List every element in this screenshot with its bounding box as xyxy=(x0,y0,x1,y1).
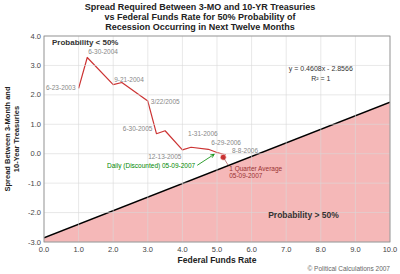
annotation: Daily (Discounted) 05-09-2007 xyxy=(107,162,196,170)
text-line: 6-29-2006 xyxy=(211,139,241,146)
text-line: R² = 1 xyxy=(311,75,330,82)
footer: © Political Calculations 2007 xyxy=(308,265,391,272)
point-label: 9-21-2004 xyxy=(114,76,144,83)
y-tick-label: 1.0 xyxy=(31,120,41,129)
text-line: Spread Required Between 3-MO and 10-YR T… xyxy=(85,2,316,12)
y-tick-label: -1.0 xyxy=(28,179,41,188)
y-tick-label: -3.0 xyxy=(28,238,41,247)
x-tick-label: 1.0 xyxy=(73,245,83,254)
text-line: 8.0 xyxy=(316,245,326,254)
x-tick-label: 9.0 xyxy=(350,245,360,254)
text-line: Federal Funds Rate xyxy=(178,255,257,265)
chart: 0.0 1.0 2.0 3.0 4.0 5.0 6.0 7.0 8.0 9.0 10.0 -3.0 -2… xyxy=(0,0,400,274)
text-line: 6-30-2005 xyxy=(123,125,153,132)
point-label: 1-31-2006 xyxy=(188,130,218,137)
text-line: Spread Between 3-Month and xyxy=(3,86,12,191)
y-tick-label: -2.0 xyxy=(28,208,41,217)
background xyxy=(0,0,400,274)
point-label: 6-29-2006 xyxy=(211,139,241,146)
y-tick-label: 0.0 xyxy=(31,149,41,158)
y-tick-label: 2.0 xyxy=(31,90,41,99)
text-line: 3/22/2005 xyxy=(151,98,180,105)
point-label: 12-13-2005 xyxy=(148,153,182,160)
plot-frame xyxy=(44,36,390,242)
leader-line xyxy=(223,157,228,165)
text-line: 2.0 xyxy=(31,90,41,99)
region-label: Probability < 50% xyxy=(52,38,118,47)
grid-line xyxy=(355,36,356,242)
text-line: 05-09-2007 xyxy=(229,172,263,179)
grid xyxy=(44,36,390,242)
title: Spread Required Between 3-MO and 10-YR T… xyxy=(85,2,316,32)
text-line: 6-23-2003 xyxy=(46,84,76,91)
text-line: 4.0 xyxy=(31,32,41,41)
point-label: 3/22/2005 xyxy=(151,98,180,105)
text-line: 2.0 xyxy=(108,245,118,254)
x-tick-label: 4.0 xyxy=(177,245,187,254)
annotation-arrow xyxy=(197,154,214,165)
point-label: 6-23-2003 xyxy=(46,84,76,91)
grid-line xyxy=(44,153,390,154)
x-tick-label: 3.0 xyxy=(143,245,153,254)
x-tick-label: 10.0 xyxy=(383,245,398,254)
grid-line xyxy=(147,36,148,242)
region-label: Probability > 50% xyxy=(268,210,339,220)
text-line: Recession Occurring in Next Twelve Month… xyxy=(105,22,294,32)
text-line: 8-8-2006 xyxy=(232,147,258,154)
point-label: 6-30-2005 xyxy=(123,125,153,132)
text-line: 1.0 xyxy=(31,120,41,129)
line xyxy=(79,57,226,154)
text-line: 3.0 xyxy=(31,61,41,70)
text-line: 0.0 xyxy=(31,149,41,158)
text-line: 5.0 xyxy=(212,245,222,254)
text-line: 4.0 xyxy=(177,245,187,254)
text-line: Probability < 50% xyxy=(52,38,118,47)
grid-line xyxy=(182,36,183,242)
grid-line xyxy=(78,36,79,242)
grid-line xyxy=(44,94,390,95)
text-line: 1-31-2006 xyxy=(188,130,218,137)
x-tick-label: 2.0 xyxy=(108,245,118,254)
text-line: 9.0 xyxy=(350,245,360,254)
point-label: 6-30-2004 xyxy=(88,48,118,55)
point-label: 8-8-2006 xyxy=(232,147,258,154)
grid-line xyxy=(251,36,252,242)
x-axis-label: Federal Funds Rate xyxy=(178,255,257,265)
y-tick-label: 4.0 xyxy=(31,32,41,41)
text-line: 9-21-2004 xyxy=(114,76,144,83)
equation: y = 0.4608x - 2.8566 xyxy=(289,65,353,73)
y-tick-label: 3.0 xyxy=(31,61,41,70)
x-tick-label: 8.0 xyxy=(316,245,326,254)
text-line: -1.0 xyxy=(28,179,41,188)
grid-line xyxy=(44,124,390,125)
text-line: © Political Calculations 2007 xyxy=(308,265,391,272)
point-label: 1 Quarter Average05-09-2007 xyxy=(229,165,282,179)
text-line: 3.0 xyxy=(143,245,153,254)
text-line: -2.0 xyxy=(28,208,41,217)
text-line: 7.0 xyxy=(281,245,291,254)
text-line: -3.0 xyxy=(28,238,41,247)
text-line: Daily (Discounted) 05-09-2007 xyxy=(107,162,196,170)
text-line: Probability > 50% xyxy=(268,210,339,220)
text-line: 6.0 xyxy=(246,245,256,254)
text-line: 10-Year Treasuries xyxy=(12,106,21,172)
grid-line xyxy=(44,183,390,184)
x-tick-label: 5.0 xyxy=(212,245,222,254)
text-line: 1.0 xyxy=(73,245,83,254)
text-line: 6-30-2004 xyxy=(88,48,118,55)
text-line: 12-13-2005 xyxy=(148,153,182,160)
text-line: y = 0.4608x - 2.8566 xyxy=(289,65,353,73)
grid-line xyxy=(113,36,114,242)
y-axis-label: Spread Between 3-Month and10-Year Treasu… xyxy=(3,86,21,191)
x-tick-label: 6.0 xyxy=(246,245,256,254)
r-squared: R² = 1 xyxy=(311,75,330,82)
x-tick-label: 7.0 xyxy=(281,245,291,254)
text-line: 10.0 xyxy=(383,245,398,254)
text-line: vs Federal Funds Rate for 50% Probabilit… xyxy=(104,12,296,22)
